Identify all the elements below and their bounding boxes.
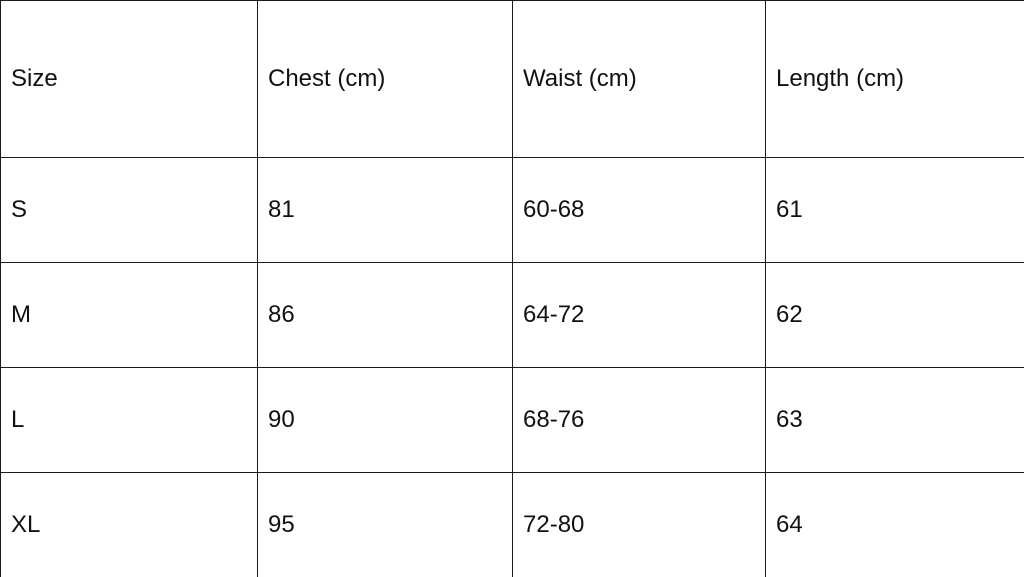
header-row: Size Chest (cm) Waist (cm) Length (cm) [0, 0, 1024, 158]
cell-size: M [0, 262, 258, 368]
cell-size: XL [0, 472, 258, 577]
column-header-length: Length (cm) [765, 0, 1024, 158]
cell-waist: 68-76 [512, 367, 766, 473]
cell-waist: 60-68 [512, 157, 766, 263]
cell-length: 62 [765, 262, 1024, 368]
cell-waist: 64-72 [512, 262, 766, 368]
cell-waist: 72-80 [512, 472, 766, 577]
table-row-xl: XL 95 72-80 64 [0, 472, 1024, 577]
column-header-chest: Chest (cm) [257, 0, 513, 158]
cell-length: 63 [765, 367, 1024, 473]
table-row-m: M 86 64-72 62 [0, 262, 1024, 368]
table-row-l: L 90 68-76 63 [0, 367, 1024, 473]
table-row-s: S 81 60-68 61 [0, 157, 1024, 263]
column-header-waist: Waist (cm) [512, 0, 766, 158]
cell-chest: 90 [257, 367, 513, 473]
cell-chest: 95 [257, 472, 513, 577]
cell-chest: 81 [257, 157, 513, 263]
column-header-size: Size [0, 0, 258, 158]
cell-size: S [0, 157, 258, 263]
cell-chest: 86 [257, 262, 513, 368]
cell-size: L [0, 367, 258, 473]
cell-length: 61 [765, 157, 1024, 263]
cell-length: 64 [765, 472, 1024, 577]
